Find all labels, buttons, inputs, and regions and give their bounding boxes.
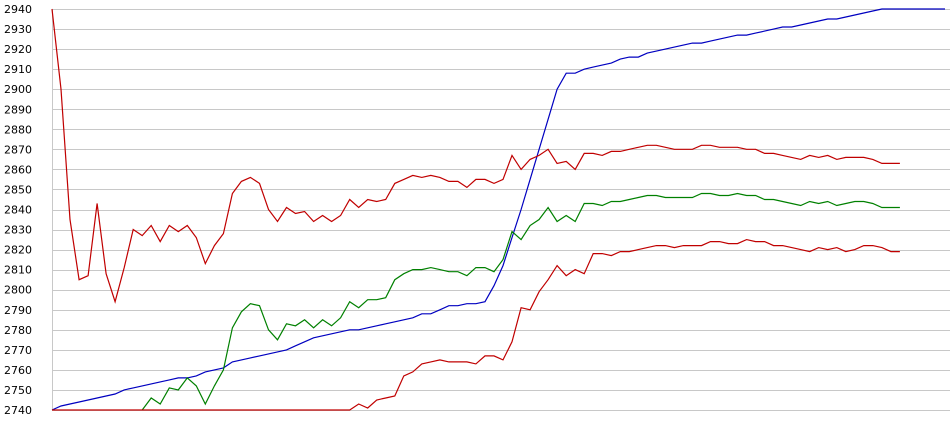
y-tick-label: 2890 [4, 103, 32, 116]
y-tick-label: 2820 [4, 244, 32, 257]
y-tick-label: 2790 [4, 304, 32, 317]
y-tick-label: 2940 [4, 3, 32, 16]
y-tick-label: 2930 [4, 23, 32, 36]
series-line-3 [141, 192, 900, 411]
y-tick-label: 2880 [4, 123, 32, 136]
series-line-4 [52, 238, 900, 411]
y-tick-label: 2910 [4, 63, 32, 76]
y-tick-label: 2810 [4, 264, 32, 277]
series-line-2 [51, 8, 900, 304]
y-tick-label: 2770 [4, 344, 32, 357]
y-tick-label: 2920 [4, 43, 32, 56]
y-axis: 2740 2750 2760 2770 2780 2790 2800 2810 2820 2830… [4, 3, 53, 417]
y-tick-label: 2830 [4, 224, 32, 237]
y-tick-label: 2850 [4, 183, 32, 196]
y-tick-label: 2870 [4, 143, 32, 156]
y-tick-label: 2740 [4, 404, 32, 417]
series-line-1 [51, 8, 945, 411]
gridlines [52, 9, 950, 411]
y-tick-label: 2760 [4, 364, 32, 377]
y-tick-label: 2900 [4, 83, 32, 96]
y-tick-label: 2780 [4, 324, 32, 337]
series-lines [51, 8, 945, 411]
y-tick-label: 2800 [4, 284, 32, 297]
y-tick-label: 2840 [4, 204, 32, 217]
y-tick-label: 2750 [4, 384, 32, 397]
y-tick-label: 2860 [4, 163, 32, 176]
